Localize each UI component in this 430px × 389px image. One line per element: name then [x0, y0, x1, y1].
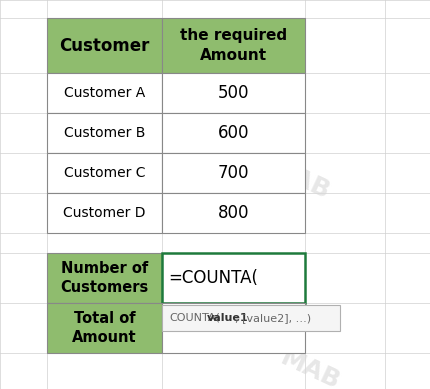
Bar — [162, 303, 304, 353]
Text: 700: 700 — [217, 164, 249, 182]
Bar — [162, 18, 304, 73]
Text: Total of
Amount: Total of Amount — [72, 310, 136, 345]
Bar — [162, 73, 304, 113]
Text: =COUNTA(: =COUNTA( — [168, 269, 257, 287]
Text: Customer A: Customer A — [64, 86, 145, 100]
Bar — [162, 193, 304, 233]
Bar — [162, 253, 304, 303]
Text: 500: 500 — [217, 84, 249, 102]
Text: 600: 600 — [217, 124, 249, 142]
Bar — [162, 113, 304, 153]
Text: 800: 800 — [217, 204, 249, 222]
Bar — [47, 73, 162, 113]
Text: Customer C: Customer C — [64, 166, 145, 180]
Bar — [47, 113, 162, 153]
Text: MAB: MAB — [96, 36, 163, 84]
Bar — [47, 153, 162, 193]
Bar — [47, 303, 162, 353]
Bar — [47, 193, 162, 233]
Text: Number of
Customers: Number of Customers — [60, 261, 148, 295]
Bar — [47, 253, 162, 303]
Text: COUNTA(: COUNTA( — [169, 313, 219, 323]
Text: , [value2], …): , [value2], …) — [234, 313, 310, 323]
Text: Customer D: Customer D — [63, 206, 145, 220]
Text: Customer B: Customer B — [64, 126, 145, 140]
Text: the required
Amount: the required Amount — [179, 28, 286, 63]
Text: Customer: Customer — [59, 37, 149, 54]
Bar — [162, 305, 339, 331]
Text: value1: value1 — [206, 313, 248, 323]
Text: MAB: MAB — [266, 156, 333, 204]
Text: MAB: MAB — [276, 346, 343, 389]
Bar — [47, 18, 162, 73]
Bar — [162, 153, 304, 193]
